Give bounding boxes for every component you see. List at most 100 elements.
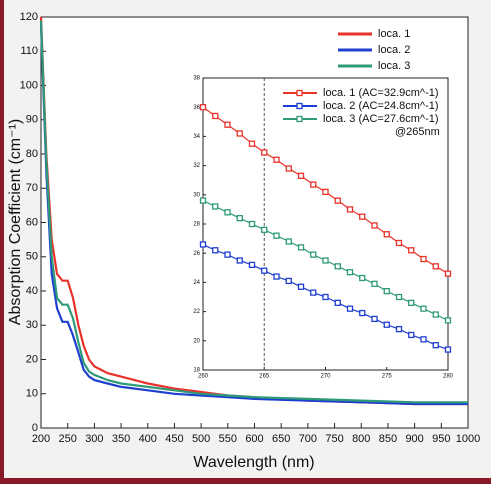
y-tick-label: 10	[26, 388, 38, 400]
data-point	[444, 270, 452, 277]
data-point	[224, 121, 231, 128]
data-point	[322, 257, 329, 264]
x-tick-label: 600	[245, 433, 263, 445]
y-tick-label: 20	[26, 353, 38, 365]
data-point	[420, 305, 427, 312]
data-point	[346, 206, 354, 213]
y-tick-label: 80	[26, 148, 38, 160]
y-tick-label: 0	[32, 422, 38, 434]
y-tick-label: 24	[193, 280, 200, 286]
y-tick-label: 70	[26, 182, 38, 194]
data-point	[224, 209, 231, 216]
series-line	[39, 23, 468, 406]
data-point	[432, 311, 439, 318]
x-tick-label: 200	[32, 433, 50, 445]
data-point	[261, 149, 268, 156]
legend-label: loca. 3 (AC=27.6cm^-1)	[323, 113, 439, 125]
data-point	[432, 263, 439, 270]
y-tick-label: 22	[193, 309, 200, 315]
x-tick-label: 650	[272, 433, 290, 445]
x-tick-label: 850	[379, 433, 397, 445]
legend-label: loca. 1 (AC=32.9cm^-1)	[323, 87, 439, 99]
y-axis-label: Absorption Coefficient (cm⁻¹)	[7, 119, 24, 325]
data-point	[346, 269, 354, 276]
data-point	[285, 277, 292, 285]
y-tick-label: 20	[193, 338, 200, 344]
y-tick-label: 30	[26, 319, 38, 331]
data-point	[297, 283, 305, 290]
legend-marker	[296, 115, 303, 123]
data-point	[273, 273, 280, 280]
data-point	[236, 215, 243, 222]
annotation: @265nm	[395, 126, 440, 138]
data-point	[395, 239, 403, 247]
data-point	[371, 315, 378, 323]
legend-label: loca. 2 (AC=24.8cm^-1)	[323, 100, 439, 112]
x-tick-label: 750	[325, 433, 343, 445]
data-point	[212, 203, 219, 210]
x-tick-label: 270	[320, 374, 331, 380]
y-tick-label: 18	[193, 368, 200, 374]
y-tick-label: 60	[26, 216, 38, 228]
legend-label: loca. 2	[378, 44, 410, 56]
data-point	[420, 255, 427, 263]
frame-bottom	[0, 478, 491, 484]
x-tick-label: 300	[85, 433, 103, 445]
data-point	[261, 226, 268, 233]
x-tick-label: 265	[259, 374, 270, 380]
data-point	[420, 336, 427, 343]
data-point	[199, 104, 207, 111]
data-point	[310, 181, 317, 188]
x-tick-label: 700	[299, 433, 317, 445]
data-point	[236, 130, 243, 137]
y-tick-label: 38	[193, 76, 200, 82]
data-point	[383, 321, 390, 328]
x-tick-label: 900	[405, 433, 423, 445]
x-tick-label: 250	[59, 433, 77, 445]
data-point	[408, 299, 415, 306]
y-tick-label: 34	[193, 134, 200, 140]
data-point	[212, 112, 219, 120]
data-point	[371, 222, 378, 229]
x-tick-label: 950	[432, 433, 450, 445]
y-tick-label: 28	[193, 222, 200, 228]
x-tick-label: 350	[112, 433, 130, 445]
data-point	[273, 232, 280, 239]
data-point	[371, 280, 378, 288]
data-point	[395, 325, 403, 333]
data-point	[199, 241, 207, 248]
data-point	[408, 247, 415, 254]
x-tick-label: 280	[443, 374, 454, 380]
data-point	[297, 172, 305, 179]
data-point	[359, 213, 366, 220]
x-tick-label: 1000	[456, 433, 480, 445]
y-tick-label: 36	[193, 105, 200, 111]
data-point	[444, 346, 452, 353]
y-tick-label: 32	[193, 163, 200, 169]
data-point	[322, 188, 329, 196]
y-tick-label: 120	[20, 11, 38, 23]
legend-label: loca. 3	[378, 60, 410, 72]
y-tick-label: 100	[20, 79, 38, 91]
y-tick-label: 50	[26, 251, 38, 263]
data-point	[236, 257, 243, 264]
data-point	[248, 220, 256, 228]
series-line	[39, 20, 468, 404]
y-tick-label: 40	[26, 285, 38, 297]
data-point	[383, 231, 390, 238]
legend-marker	[296, 89, 303, 97]
data-point	[285, 165, 292, 172]
x-tick-label: 275	[382, 374, 393, 380]
data-point	[224, 251, 231, 258]
frame-left	[0, 0, 4, 484]
data-point	[297, 244, 305, 251]
data-point	[322, 293, 329, 301]
data-point	[248, 140, 256, 147]
y-tick-label: 110	[20, 45, 38, 57]
legend-marker	[296, 102, 303, 110]
data-point	[212, 247, 219, 254]
data-point	[432, 342, 439, 349]
legend-label: loca. 1	[378, 28, 410, 40]
